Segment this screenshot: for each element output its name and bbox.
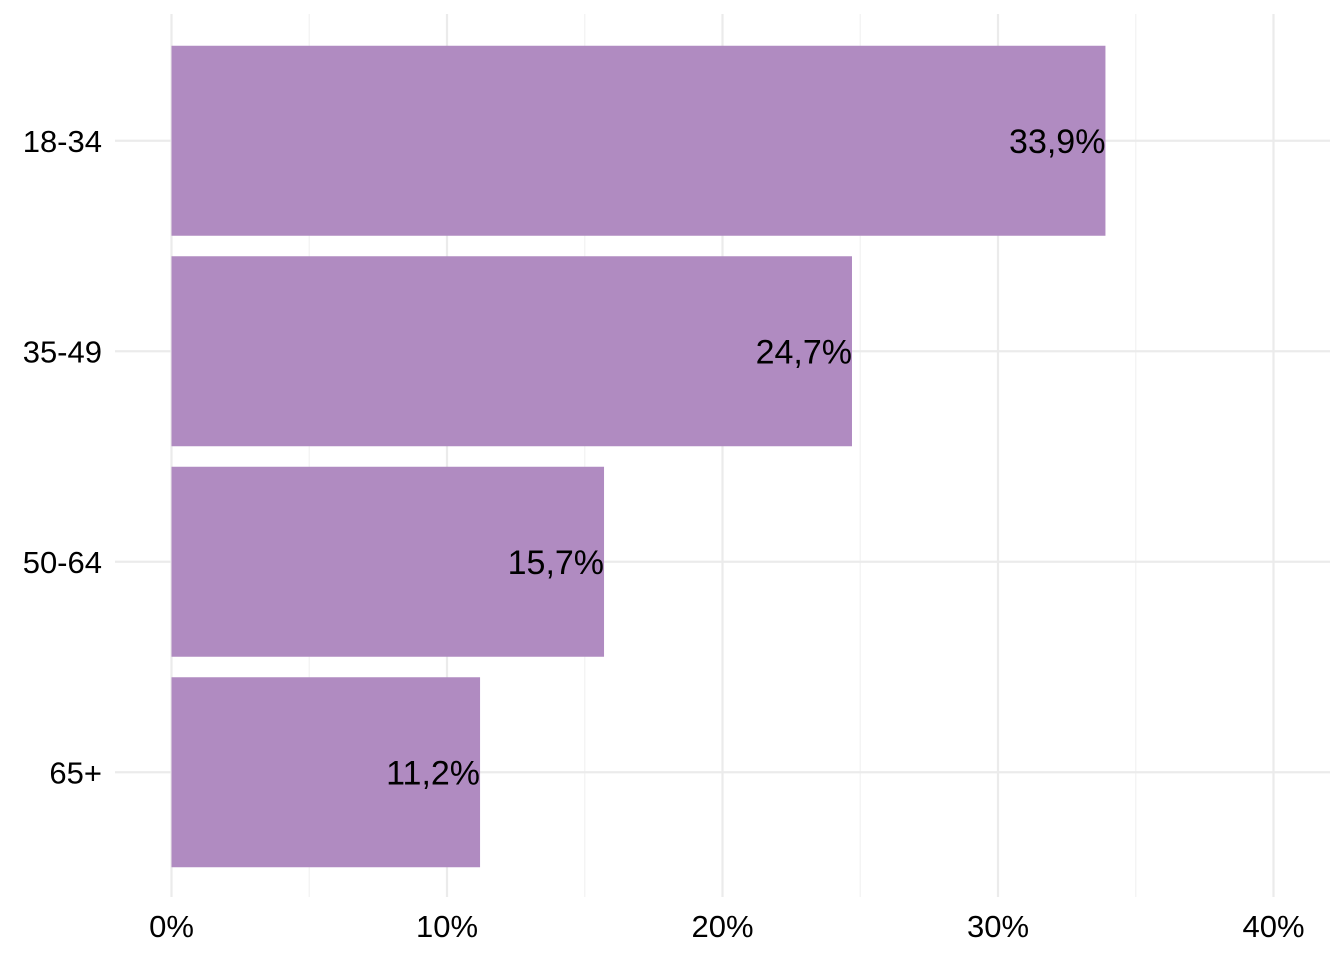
data-label: 11,2% — [386, 754, 480, 792]
x-tick-label: 40% — [1242, 909, 1304, 944]
x-axis-tick-labels: 0% 10% 20% 30% 40% — [149, 909, 1304, 944]
y-tick-label: 35-49 — [23, 334, 102, 369]
bar-18-34 — [171, 45, 1106, 236]
x-tick-label: 0% — [149, 909, 194, 944]
data-labels-layer: 33,9% 24,7% 15,7% 11,2% — [386, 123, 1105, 793]
y-tick-label: 65+ — [49, 755, 102, 790]
y-tick-label: 18-34 — [23, 124, 102, 159]
x-tick-label: 30% — [967, 909, 1029, 944]
data-label: 15,7% — [508, 544, 604, 582]
data-label: 33,9% — [1009, 123, 1105, 161]
x-tick-label: 10% — [416, 909, 478, 944]
bars-layer — [171, 45, 1106, 868]
data-label: 24,7% — [756, 333, 852, 371]
bar-65+ — [171, 677, 481, 868]
y-axis-tick-labels: 18-34 35-49 50-64 65+ — [23, 124, 102, 791]
bar-50-64 — [171, 466, 605, 657]
y-tick-label: 50-64 — [23, 545, 102, 580]
bar-35-49 — [171, 256, 852, 447]
x-tick-label: 20% — [691, 909, 753, 944]
